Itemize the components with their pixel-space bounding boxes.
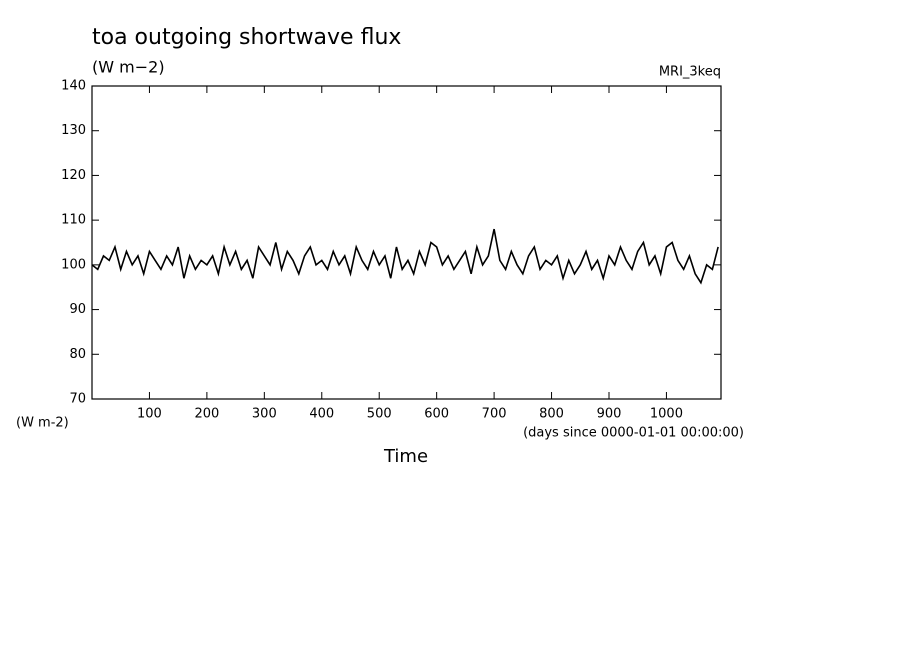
- y-axis-label: (W m-2): [16, 416, 69, 431]
- x-units: (days since 0000-01-01 00:00:00): [523, 426, 744, 441]
- x-tick-label: 900: [597, 407, 622, 422]
- chart-title: toa outgoing shortwave flux: [92, 25, 401, 50]
- x-tick-label: 700: [482, 407, 507, 422]
- y-tick-label: 90: [69, 302, 86, 317]
- x-tick-label: 500: [367, 407, 392, 422]
- x-tick-label: 1000: [650, 407, 683, 422]
- y-tick-label: 100: [61, 257, 86, 272]
- y-tick-label: 110: [61, 213, 86, 228]
- x-axis-label: Time: [383, 446, 428, 467]
- plot-frame: [91, 85, 722, 400]
- x-tick-label: 600: [424, 407, 449, 422]
- y-tick-label: 80: [69, 347, 86, 362]
- y-tick-label: 120: [61, 168, 86, 183]
- dataset-label: MRI_3keq: [659, 65, 721, 80]
- x-tick-label: 200: [194, 407, 219, 422]
- data-line: [91, 228, 719, 285]
- x-tick-label: 300: [252, 407, 277, 422]
- y-tick-label: 140: [61, 79, 86, 94]
- y-tick-label: 130: [61, 123, 86, 138]
- x-tick-label: 400: [309, 407, 334, 422]
- units: (W m−2): [92, 58, 165, 77]
- x-tick-label: 800: [539, 407, 564, 422]
- x-tick-label: 100: [137, 407, 162, 422]
- y-tick-label: 70: [69, 392, 86, 407]
